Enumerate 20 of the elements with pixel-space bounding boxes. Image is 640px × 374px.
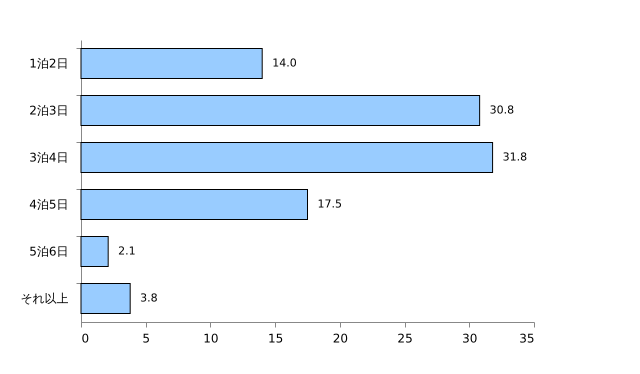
x-tick-label: 0: [82, 332, 90, 346]
x-tick-label: 35: [519, 332, 534, 346]
data-label: 3.8: [140, 292, 158, 304]
y-tick-label: 2泊3日: [29, 104, 68, 118]
data-label: 17.5: [318, 198, 342, 210]
x-tick-label: 15: [268, 332, 284, 346]
data-label: 31.8: [502, 150, 528, 164]
y-tick-label: 3泊4日: [29, 150, 68, 164]
y-tick-label: 5泊6日: [29, 244, 68, 258]
y-tick-label: 4泊5日: [29, 198, 68, 212]
y-tick-label: それ以上: [20, 292, 68, 306]
x-tick-label: 10: [203, 332, 219, 346]
x-tick-label: 20: [332, 332, 348, 346]
data-label: 2.1: [118, 244, 136, 258]
y-tick-label: 1泊2日: [29, 56, 68, 70]
x-tick-label: 5: [142, 332, 150, 346]
x-tick-label: 25: [397, 332, 413, 346]
x-tick-label: 30: [462, 332, 478, 346]
data-label: 14.0: [272, 56, 297, 70]
data-label: 30.8: [490, 104, 514, 116]
